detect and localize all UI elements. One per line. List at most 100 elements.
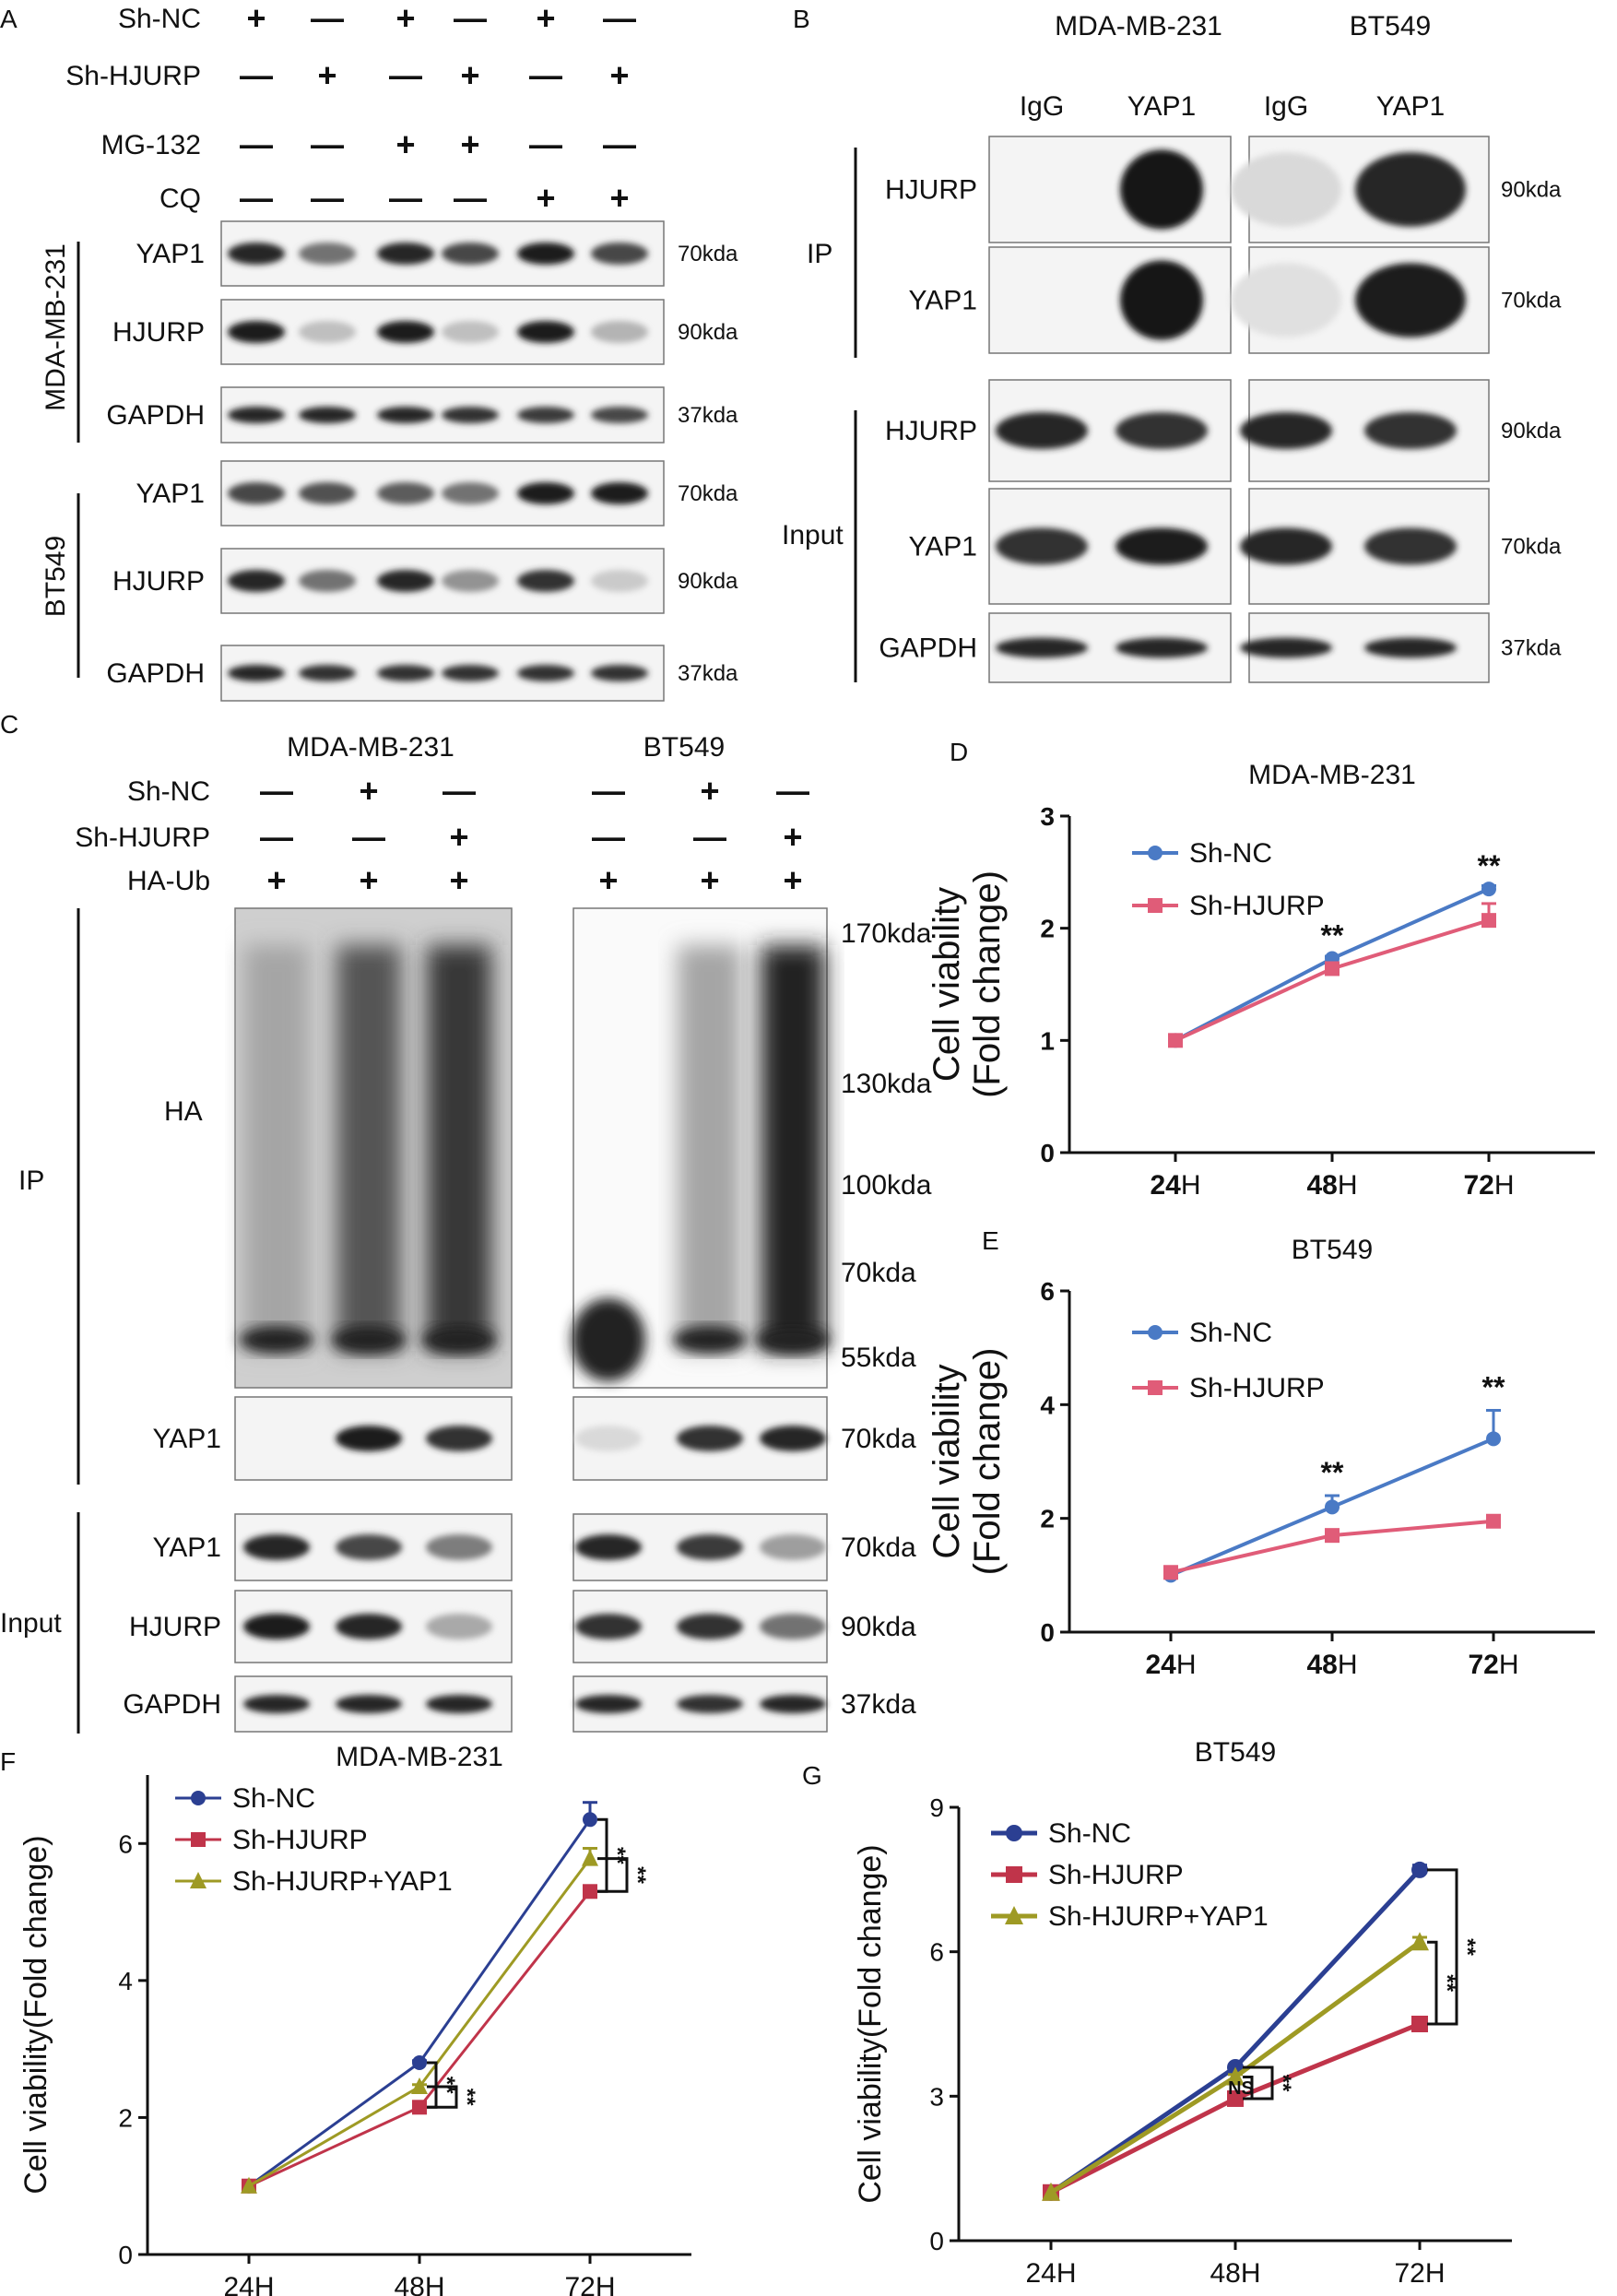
panel-a-blot-bt549-gapdh-band-1 [228,665,285,681]
panel-c-blot-hjurp-m-2-band-1 [243,1614,310,1639]
panel-c-sign-m-ha-ub-3: + [449,861,468,899]
panel-c-mw-label: 70kda [841,1424,916,1454]
x-tick-label: 72H [1468,1650,1518,1680]
panel-a-blot-bt549-gapdh-band-5 [517,665,574,681]
panel-a-sign-mg-132-4: + [460,125,479,163]
panel-a-blot-mda-mb-231-gapdh-band-6 [591,407,648,423]
x-tick-suffix: H [1176,1650,1197,1680]
panel-a-blot-mda-mb-231-hjurp [220,299,665,365]
panel-a-mw-label: 70kda [678,481,738,506]
panel-c-blots: YAP1 70kda YAP1 70kda HJURP 90kda GAPDH 37kda [123,907,916,1733]
significance-bracket [1427,1868,1458,2026]
point-sh-hjurp-yap1 [1042,2182,1060,2201]
panel-c-blot-yap1-b-0-band-1 [575,1426,642,1451]
chart-title: MDA-MB-231 [1248,760,1416,790]
x-tick-label: 24H [1025,2258,1076,2289]
panel-a-cell-line-2: BT549 [41,536,71,617]
panel-c-blot-hjurp-b-2-band-3 [760,1614,826,1639]
panel-letter-c: C [0,710,18,739]
panel-c-blot-yap1-b-1-band-2 [677,1534,743,1560]
panel-a-blot-mda-mb-231-hjurp-band-2 [299,321,356,343]
panel-b-blots: HJURP 90kda YAP1 70kda HJURP 90kda YAP1 70kda GA… [879,136,1562,683]
panel-a-blot-bt549-gapdh [220,645,665,702]
legend-marker [190,1872,207,1888]
significance-label: ** [1434,1974,1459,1992]
series-line-sh-hjurp-yap1 [248,1857,592,2188]
x-tick-value: 72 [1468,1650,1498,1680]
panel-a-blot-bt549-hjurp-band-3 [377,570,434,592]
panel-a-sign-sh-nc-6: — [603,0,636,37]
significance-bracket [427,2085,458,2109]
y-tick-label: 2 [118,2103,133,2132]
point-sh-nc [583,1812,597,1828]
panel-a-blot-bt549-yap1 [220,460,665,527]
panel-c-ip-label: IP [18,1166,44,1196]
panel-b-blot-input-hjurp-2 [1240,379,1490,482]
panel-a-blots: YAP1 70kda HJURP 90kda GAPDH 37kda YAP1 70kda HJ… [106,220,738,702]
panel-b-protein-label: HJURP [885,175,977,206]
panel-b-blot-input-hjurp-1-band-1 [996,412,1088,449]
panel-c-ha-igg-band-2 [332,1326,406,1354]
panel-c-blot-gapdh-m-3 [234,1675,513,1733]
point-sh-hjurp-yap1 [411,2077,428,2094]
panel-letter-g: G [802,1761,822,1790]
panel-a-protein-label: GAPDH [106,400,205,431]
panel-c-sign-b-ha-ub-3: + [783,861,802,899]
panel-a-sign-cq-6: + [609,179,629,217]
panel-a-blot-mda-mb-231-yap1 [220,220,665,287]
panel-a-blot-bt549-hjurp-band-1 [228,570,285,592]
panel-b-input-label: Input [782,520,844,550]
panel-b-blot-ip-hjurp-2-band-1 [1231,152,1341,227]
panel-b-blot-input-yap1-2 [1240,488,1490,605]
panel-b-lane-1: IgG [1020,91,1064,122]
panel-c-blot-hjurp-m-2 [234,1590,513,1663]
panel-c-marker-5: 55kda [841,1343,916,1373]
panel-c-blot-gapdh-b-3-band-2 [677,1695,743,1713]
panel-c-sign-m-sh-nc-3: — [443,772,476,810]
panel-c-ha-smear-2 [678,945,742,1351]
x-tick-value: 72H [1394,2258,1445,2289]
y-axis-label: Cell viability [927,887,967,1082]
panel-c-marker-2: 130kda [841,1069,932,1099]
x-tick-value: 24H [1025,2258,1076,2289]
panel-a-mw-label: 37kda [678,661,738,686]
legend-label-sh-nc: Sh-NC [232,1783,315,1814]
x-tick-value: 48 [1306,1650,1337,1680]
panel-b-mw-label: 70kda [1501,535,1562,560]
panel-a-blot-mda-mb-231-hjurp-band-3 [377,321,434,343]
panel-b-blot-ip-yap1-1 [988,246,1232,354]
significance-label: ** [1321,1456,1344,1489]
panel-a-blot-mda-mb-231-yap1-band-4 [442,243,499,265]
panel-a-treatment-grid: Sh-NC + — + — + — Sh-HJURP — + — + — + MG-132 — — + + — — CQ —… [65,0,636,217]
x-tick-suffix: H [1499,1650,1519,1680]
x-tick-suffix: H [1338,1170,1358,1201]
panel-c-treatment-grid: Sh-NC — — + + — — Sh-HJURP — — — — + + HA-Ub + + + + + + [75,772,809,899]
panel-c-blot-yap1-m-1-band-3 [426,1534,492,1560]
panel-a-blot-bt549-gapdh-band-4 [442,665,499,681]
x-tick-label: 24H [223,2272,274,2296]
significance-label: ** [605,1847,630,1864]
panel-c-blot-gapdh-m-3-band-1 [243,1695,310,1713]
panel-c-sign-b-sh-hjurp-3: + [783,818,802,856]
x-tick-label: 48H [1306,1170,1357,1201]
panel-a-protein-label: HJURP [112,317,205,348]
point-sh-hjurp [1411,2016,1428,2032]
significance-label: ** [1482,1371,1505,1404]
panel-c-ha-igg-band-3 [422,1326,496,1354]
panel-a-sign-cq-3: — [389,179,422,217]
panel-a-blot-mda-mb-231-yap1-band-6 [591,243,648,265]
panel-c-blot-yap1-b-1 [572,1513,828,1581]
panel-b-blot-input-yap1-1 [988,488,1232,605]
significance-label: ** [625,1866,650,1884]
panel-c-blot-hjurp-m-2-band-2 [336,1614,402,1639]
panel-b-blot-ip-yap1-1-band-2 [1120,260,1203,340]
panel-a-blot-bt549-yap1-band-4 [442,482,499,504]
panel-a: A Sh-NC + — + — + — Sh-HJURP — + — + — + MG-132 — — + + — — C… [0,0,738,702]
x-tick-label: 72H [1463,1170,1514,1201]
panel-c-sign-b-sh-hjurp-2: — [693,818,726,856]
legend-label-sh-hjurp: Sh-HJURP [1048,1860,1184,1890]
y-tick-label: 0 [1040,1139,1055,1167]
panel-c-sign-m-ha-ub-2: + [359,861,378,899]
panel-c-sign-b-sh-nc-1: — [592,772,625,810]
